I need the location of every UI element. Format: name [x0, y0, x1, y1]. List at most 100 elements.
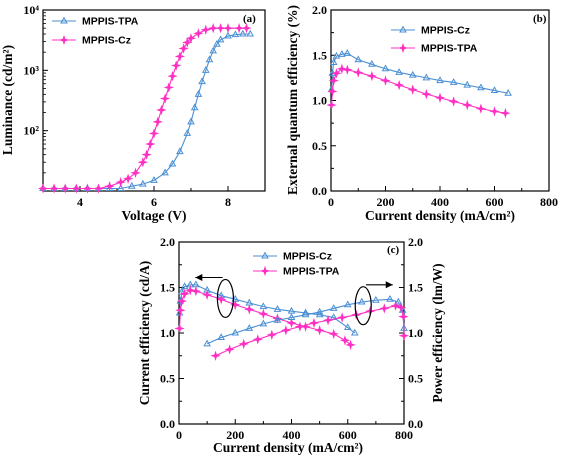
- data-point-1-1: [327, 86, 338, 97]
- data-point-0-13: [449, 78, 458, 85]
- y-right-tick-label-2: 1.0: [408, 326, 423, 340]
- data-point-1-30: [241, 23, 252, 34]
- data-point-3-2: [238, 338, 249, 350]
- data-point-1-15: [475, 103, 487, 114]
- data-point-1-17: [500, 108, 511, 119]
- data-point-1-12: [145, 138, 156, 150]
- x-tick-label-2: 8: [225, 195, 231, 209]
- data-point-1-11: [421, 88, 432, 100]
- data-point-0-10: [408, 70, 417, 78]
- x-tick-label-1: 200: [377, 195, 395, 209]
- data-point-0-23: [216, 35, 225, 43]
- data-point-0-26: [238, 29, 247, 37]
- legend-marker-0: [399, 25, 407, 33]
- panel-c-xlabel: Current density (mA/cm²): [213, 440, 363, 455]
- data-point-0-12: [168, 159, 177, 167]
- y-right-tick-label-1: 0.5: [408, 372, 423, 386]
- y-right-tick-label-3: 1.5: [408, 281, 423, 295]
- data-point-1-4: [185, 285, 196, 296]
- panel-c-label: (c): [387, 244, 400, 256]
- x-tick-label-4: 800: [395, 428, 413, 442]
- legend-marker-0: [261, 251, 269, 259]
- y-tick-label-4: 2.0: [160, 235, 175, 249]
- right-axis-ellipse: [354, 286, 372, 326]
- data-point-1-16: [489, 106, 500, 117]
- legend-label-1: MPPIS-TPA: [421, 43, 478, 55]
- x-tick-label-0: 0: [328, 195, 334, 209]
- data-point-1-0: [37, 183, 49, 194]
- data-point-1-9: [393, 79, 405, 91]
- data-point-1-16: [159, 93, 171, 104]
- y-tick-label-2: 1.0: [312, 94, 327, 108]
- panel-b-label: (b): [533, 13, 547, 25]
- data-point-1-4: [336, 63, 348, 74]
- y-right-tick-label-0: 0.0: [408, 417, 423, 431]
- data-point-1-5: [93, 183, 104, 194]
- data-point-0-3: [180, 282, 189, 290]
- data-point-1-5: [342, 64, 353, 75]
- data-point-3-9: [336, 312, 348, 323]
- y-tick-label-0: 0.0: [312, 184, 327, 198]
- data-point-0-17: [194, 90, 203, 97]
- data-point-1-12: [286, 317, 297, 329]
- y-tick-label-2: 10⁴: [23, 3, 39, 17]
- data-point-0-17: [504, 88, 512, 96]
- panel-a-ylabel: Luminance (cd/m²): [0, 45, 15, 155]
- data-point-1-6: [353, 67, 364, 78]
- panel-c-annotations: [195, 273, 393, 326]
- data-point-2-1: [217, 333, 226, 341]
- data-point-0-14: [463, 80, 472, 88]
- data-point-1-4: [82, 183, 93, 194]
- data-point-3-8: [322, 315, 334, 326]
- legend-label-1: MPPIS-Cz: [82, 35, 131, 47]
- data-point-1-9: [130, 167, 141, 178]
- data-point-1-17: [163, 82, 174, 93]
- data-point-3-1: [224, 344, 235, 355]
- data-point-0-16: [490, 86, 499, 94]
- y-tick-label-2: 1.0: [160, 326, 175, 340]
- x-tick-label-4: 800: [540, 195, 558, 209]
- x-tick-label-1: 6: [151, 195, 157, 209]
- data-point-0-14: [183, 129, 192, 136]
- legend-marker-0: [60, 16, 68, 24]
- data-point-2-14: [394, 297, 403, 305]
- panel-b-xlabel: Current density (mA/cm²): [365, 208, 515, 223]
- data-point-1-6: [201, 289, 213, 300]
- panel-b-eqe: (b) 0 200 400 600 800 0.0 0.5 1.0 1.5 2.0 MPPIS-C…: [285, 3, 558, 223]
- data-point-1-2: [328, 75, 339, 86]
- data-point-3-3: [252, 334, 263, 345]
- data-point-2-13: [386, 295, 394, 302]
- data-point-1-20: [174, 51, 186, 62]
- legend-label-0: MPPIS-TPA: [82, 16, 139, 28]
- data-point-1-7: [115, 177, 126, 188]
- data-point-1-10: [407, 84, 418, 95]
- data-point-2-10: [343, 300, 352, 308]
- data-point-1-27: [215, 23, 226, 34]
- data-point-1-23: [185, 33, 197, 44]
- data-point-3-13: [390, 300, 401, 311]
- panel-c-plot: [174, 280, 410, 361]
- data-point-0-24: [224, 31, 232, 39]
- y-tick-label-4: 2.0: [312, 3, 327, 17]
- data-point-1-3: [71, 183, 82, 194]
- legend-marker-1: [58, 34, 70, 46]
- data-point-1-14: [152, 116, 163, 128]
- data-point-3-12: [379, 303, 390, 314]
- left-axis-arrowhead: [195, 273, 203, 281]
- data-point-2-6: [287, 313, 296, 321]
- data-point-1-9: [244, 304, 255, 315]
- data-point-1-12: [434, 92, 446, 103]
- data-point-0-17: [350, 328, 359, 336]
- data-point-0-22: [213, 39, 221, 47]
- y-tick-label-0: 10²: [23, 124, 39, 138]
- data-point-0-2: [329, 58, 338, 65]
- data-point-1-3: [331, 68, 342, 79]
- data-point-0-8: [127, 181, 136, 189]
- data-point-3-16: [398, 330, 410, 341]
- data-point-0-7: [368, 59, 376, 67]
- data-point-0-4: [338, 50, 346, 57]
- data-point-0-5: [192, 280, 200, 288]
- x-tick-label-2: 400: [431, 195, 449, 209]
- data-point-1-6: [104, 181, 115, 192]
